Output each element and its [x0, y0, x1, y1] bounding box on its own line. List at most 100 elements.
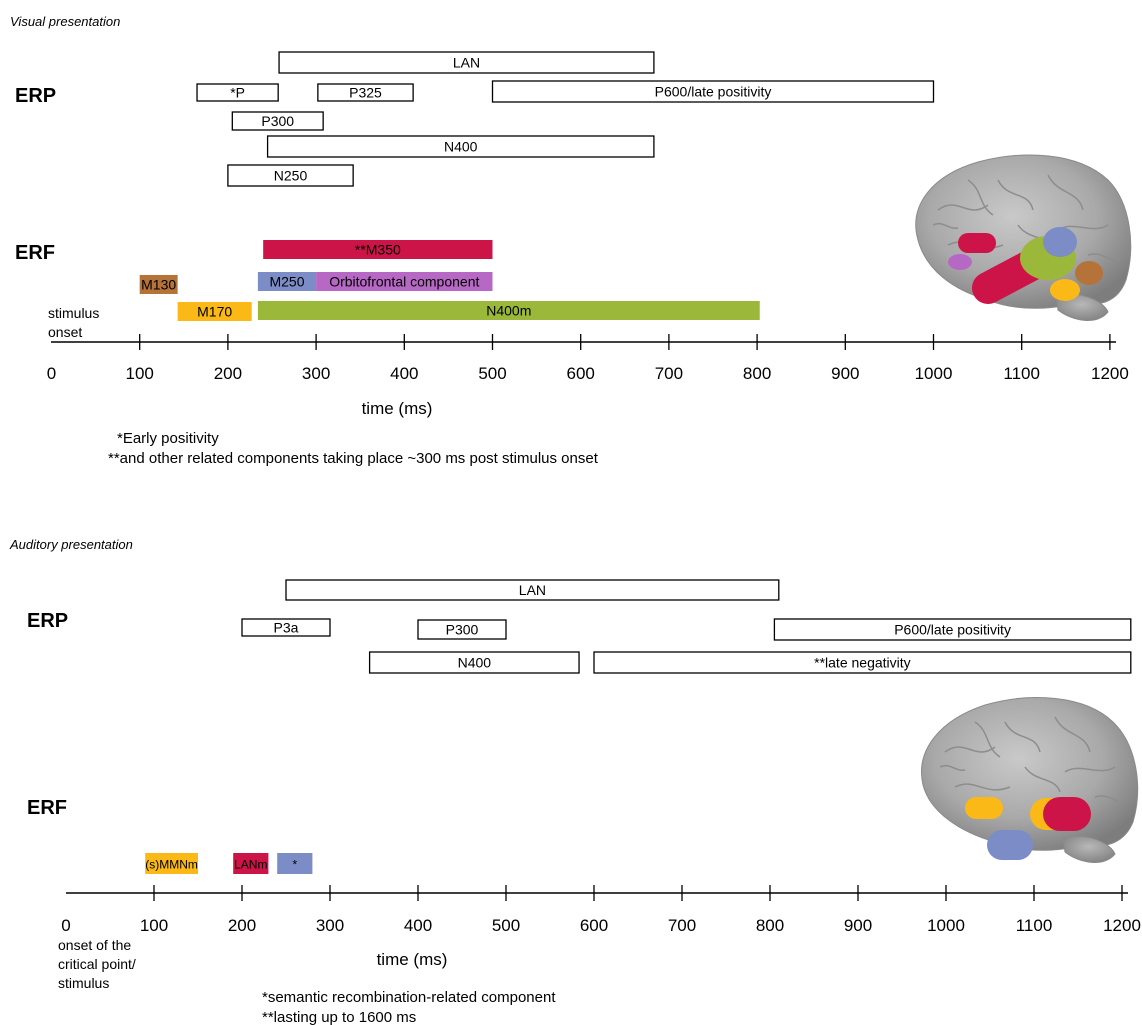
lanm-region: [1043, 797, 1091, 831]
visual-tick-label: 900: [831, 364, 859, 383]
p3a-component: P3a: [241, 618, 331, 637]
visual-tick-label: 500: [478, 364, 506, 383]
n400-bar: [368, 651, 580, 674]
auditory-tick-label: 400: [404, 916, 432, 935]
lanm-label: LANm: [234, 858, 267, 872]
auditory-erp-components: LAN P3a P300 P600/late positivity N400 **late…: [241, 579, 1132, 674]
lanm-component: LANm: [233, 853, 269, 874]
auditory-erf-heading: ERF: [27, 797, 67, 819]
auditory-onset-label-line3: stimulus: [58, 975, 109, 991]
visual-tick-label: 700: [655, 364, 683, 383]
m170-label: M170: [197, 304, 232, 320]
p325-bar: [317, 83, 414, 102]
n250-bar: [227, 164, 354, 187]
visual-onset-label-line2: onset: [48, 324, 82, 340]
visual-tick-label: 300: [302, 364, 330, 383]
early-positivity-label: *P: [230, 85, 245, 101]
visual-footnote-1: *Early positivity: [117, 430, 219, 447]
lan-bar: [278, 51, 655, 74]
m350-label: **M350: [355, 242, 401, 258]
lan-label: LAN: [519, 582, 546, 598]
p300-bar: [231, 111, 324, 131]
auditory-tick-label: 1000: [927, 916, 965, 935]
auditory-footnote-1: *semantic recombination-related componen…: [262, 989, 556, 1006]
visual-axis-title: time (ms): [362, 399, 433, 418]
auditory-axis-title: time (ms): [377, 950, 448, 969]
auditory-tick-label: 1200: [1103, 916, 1141, 935]
visual-erp-heading: ERP: [15, 85, 56, 107]
visual-section: Visual presentation ERP ERF LAN *P P325 P60…: [10, 14, 1132, 467]
auditory-time-axis: 0 100 200 300 400 500 600 700 800 900 1000 1100 1200: [61, 885, 1141, 935]
auditory-tick-label: 200: [228, 916, 256, 935]
orbitofrontal-region: [948, 254, 972, 270]
lan-bar: [285, 579, 780, 601]
m250-region: [1043, 227, 1077, 257]
m130-bar: [139, 275, 178, 294]
m130-component: M130: [139, 275, 178, 294]
n400m-bar: [257, 301, 760, 320]
smmnm-bar: [145, 853, 198, 874]
auditory-tick-label: 500: [492, 916, 520, 935]
p600-label: P600/late positivity: [894, 622, 1011, 638]
brain-lateral-view-icon: [915, 154, 1132, 321]
visual-tick-label: 200: [214, 364, 242, 383]
p600-bar: [491, 80, 935, 103]
n250-component: N250: [227, 164, 354, 187]
p300-component: P300: [417, 619, 507, 640]
n250-label: N250: [274, 168, 308, 184]
n400-component: N400: [368, 651, 580, 674]
n400m-component: N400m: [257, 301, 760, 320]
auditory-tick-label: 1100: [1016, 916, 1053, 935]
auditory-tick-label: 0: [61, 916, 70, 935]
semantic-component-region: [987, 830, 1033, 860]
n400-bar: [266, 135, 655, 158]
auditory-erf-components: (s)MMNm LANm *: [145, 853, 313, 874]
m250-label: M250: [269, 274, 304, 290]
auditory-onset-label-line1: onset of the: [58, 937, 131, 953]
auditory-section: Auditory presentation ERP ERF LAN P3a P300…: [9, 537, 1141, 1025]
m170-bar: [177, 302, 252, 321]
m350-frontal-region: [958, 233, 996, 253]
visual-section-title: Visual presentation: [10, 14, 120, 29]
late-negativity-bar: [593, 651, 1132, 674]
early-positivity-component: *P: [196, 83, 279, 102]
visual-tick-label: 1100: [1003, 364, 1040, 383]
p300-label: P300: [261, 113, 294, 129]
visual-tick-label: 800: [743, 364, 771, 383]
visual-tick-label: 400: [390, 364, 418, 383]
p600-bar: [773, 618, 1132, 641]
p300-component: P300: [231, 111, 324, 131]
auditory-section-title: Auditory presentation: [9, 537, 133, 552]
visual-erf-heading: ERF: [15, 242, 55, 264]
visual-erp-components: LAN *P P325 P600/late positivity P300 N400 N25…: [196, 51, 935, 187]
m170-region: [1050, 279, 1080, 301]
visual-tick-label: 1200: [1091, 364, 1129, 383]
auditory-tick-label: 900: [844, 916, 872, 935]
smmnm-region: [965, 797, 1003, 819]
auditory-tick-label: 700: [668, 916, 696, 935]
smmnm-label: (s)MMNm: [145, 858, 198, 872]
visual-footnote-2: **and other related components taking pl…: [108, 450, 599, 467]
lanm-bar: [233, 853, 269, 874]
visual-tick-label: 600: [567, 364, 595, 383]
orbitofrontal-bar: [316, 272, 493, 291]
m130-region: [1075, 261, 1103, 285]
visual-time-axis: 0 100 200 300 400 500 600 700 800 900 1000 1100 1200: [47, 334, 1129, 383]
n400-label: N400: [458, 655, 492, 671]
semantic-bar: [277, 853, 313, 874]
lan-component: LAN: [285, 579, 780, 601]
p3a-bar: [241, 618, 331, 637]
auditory-tick-label: 300: [316, 916, 344, 935]
p600-component: P600/late positivity: [491, 80, 935, 103]
visual-tick-label: 100: [126, 364, 154, 383]
early-positivity-bar: [196, 83, 279, 102]
auditory-tick-label: 100: [140, 916, 168, 935]
late-negativity-label: **late negativity: [814, 655, 911, 671]
orbitofrontal-component: Orbitofrontal component: [316, 272, 493, 291]
visual-tick-label: 0: [47, 364, 56, 383]
p300-label: P300: [446, 622, 479, 638]
auditory-footnote-2: **lasting up to 1600 ms: [262, 1009, 416, 1025]
p600-component: P600/late positivity: [773, 618, 1132, 641]
p300-bar: [417, 619, 507, 640]
